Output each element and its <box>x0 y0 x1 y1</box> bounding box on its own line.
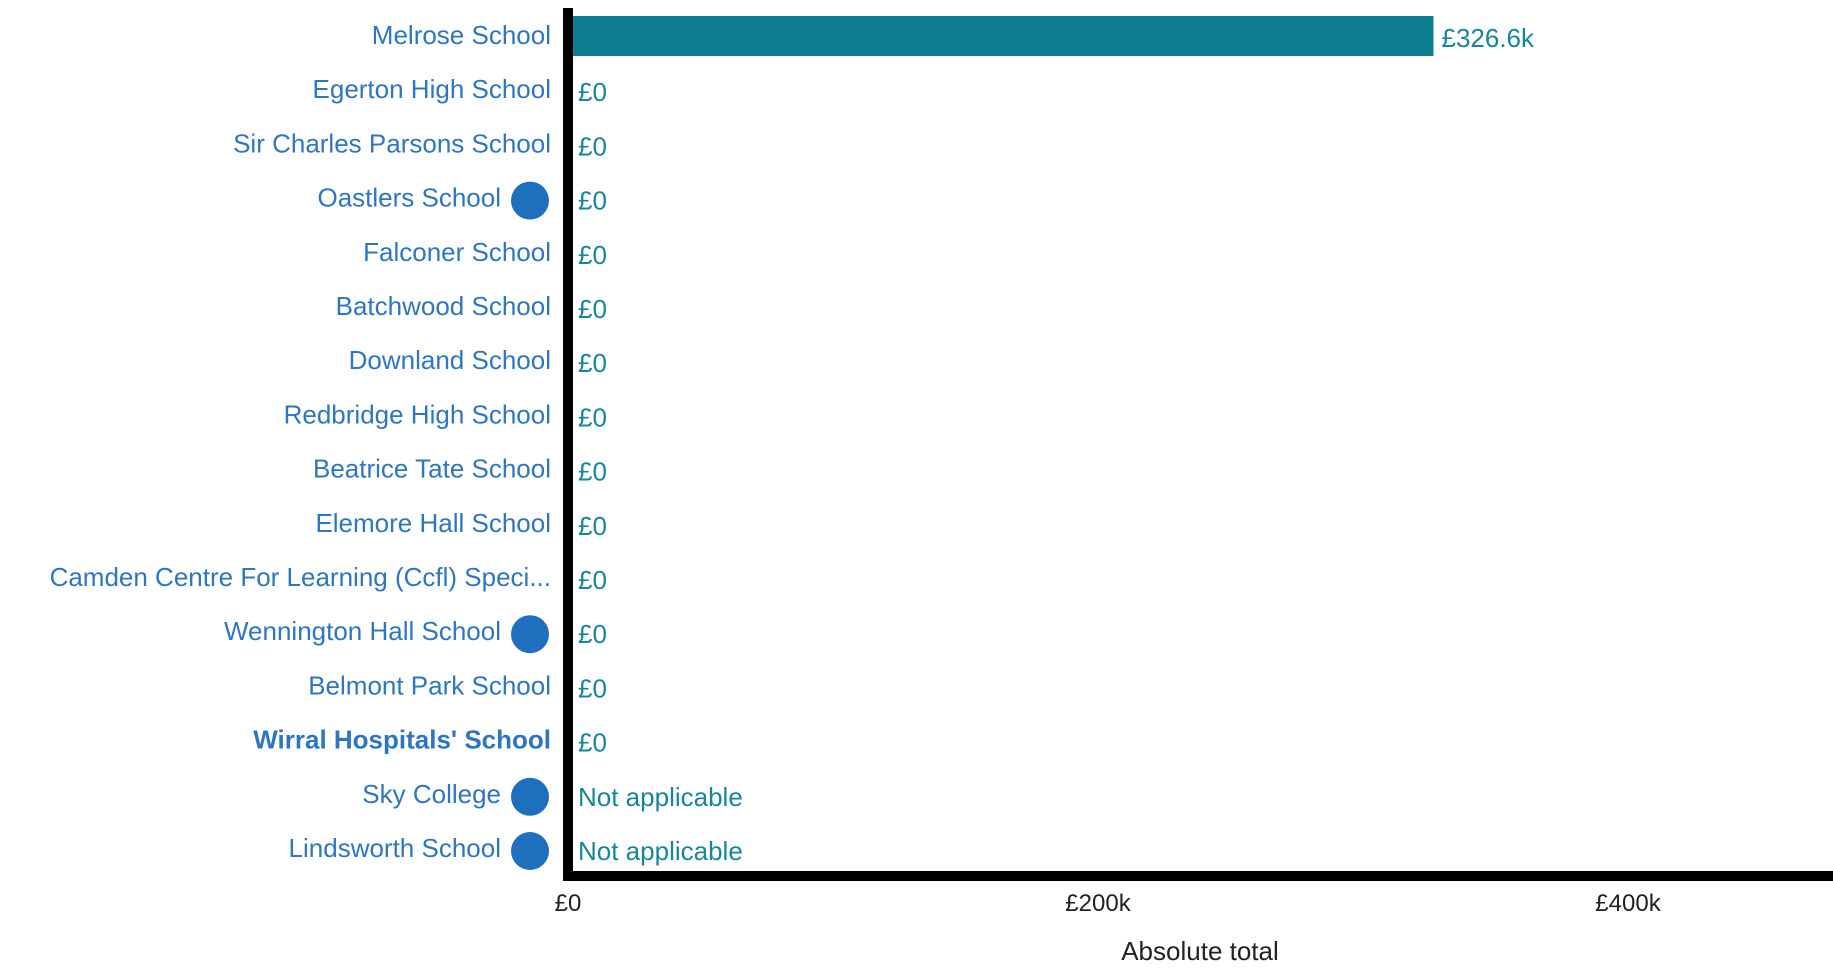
value-label-sir-charles-parsons-school: £0 <box>578 131 607 161</box>
category-label-redbridge-high-school[interactable]: Redbridge High School <box>284 399 551 429</box>
axes-layer <box>563 8 1833 881</box>
marker-dot-oastlers-school <box>511 181 549 220</box>
category-label-belmont-park-school[interactable]: Belmont Park School <box>308 670 551 700</box>
value-label-egerton-high-school: £0 <box>578 77 607 107</box>
value-label-wirral-hospitals-school: £0 <box>578 728 607 758</box>
value-label-elemore-hall-school: £0 <box>578 511 607 541</box>
markers-layer <box>511 181 549 870</box>
value-label-falconer-school: £0 <box>578 240 607 270</box>
value-label-melrose-school: £326.6k <box>1441 23 1535 53</box>
value-label-redbridge-high-school: £0 <box>578 402 607 432</box>
category-label-lindsworth-school[interactable]: Lindsworth School <box>289 833 501 863</box>
value-label-sky-college: Not applicable <box>578 782 743 812</box>
value-label-lindsworth-school: Not applicable <box>578 836 743 866</box>
category-label-wirral-hospitals-school[interactable]: Wirral Hospitals' School <box>253 725 551 755</box>
category-label-camden-centre-for-learning-ccfl-speci[interactable]: Camden Centre For Learning (Ccfl) Speci.… <box>50 562 551 592</box>
value-label-camden-centre-for-learning-ccfl-speci: £0 <box>578 565 607 595</box>
category-label-beatrice-tate-school[interactable]: Beatrice Tate School <box>313 454 551 484</box>
category-label-sir-charles-parsons-school[interactable]: Sir Charles Parsons School <box>233 128 551 158</box>
category-label-elemore-hall-school[interactable]: Elemore Hall School <box>315 508 551 538</box>
x-axis-title: Absolute total <box>1121 936 1279 966</box>
category-label-oastlers-school[interactable]: Oastlers School <box>317 183 501 213</box>
x-axis-ticks: £0 £200k £400k <box>555 890 1662 917</box>
value-label-wennington-hall-school: £0 <box>578 619 607 649</box>
value-label-downland-school: £0 <box>578 348 607 378</box>
marker-dot-wennington-hall-school <box>511 615 549 654</box>
category-label-egerton-high-school[interactable]: Egerton High School <box>313 74 551 104</box>
category-label-wennington-hall-school[interactable]: Wennington Hall School <box>224 616 501 646</box>
category-labels: Melrose School Egerton High School Sir Cha… <box>50 20 551 863</box>
x-tick-label-0: £0 <box>555 890 582 917</box>
x-tick-label-1: £200k <box>1065 890 1131 917</box>
x-tick-label-2: £400k <box>1595 890 1661 917</box>
category-label-melrose-school[interactable]: Melrose School <box>372 20 551 50</box>
marker-dot-sky-college <box>511 777 549 816</box>
category-label-downland-school[interactable]: Downland School <box>349 345 551 375</box>
category-label-falconer-school[interactable]: Falconer School <box>363 237 551 267</box>
category-label-sky-college[interactable]: Sky College <box>362 779 501 809</box>
bar-melrose-school <box>568 16 1434 56</box>
value-label-batchwood-school: £0 <box>578 294 607 324</box>
value-label-beatrice-tate-school: £0 <box>578 457 607 487</box>
marker-dot-lindsworth-school <box>511 832 549 870</box>
category-label-batchwood-school[interactable]: Batchwood School <box>336 291 551 321</box>
value-labels: £326.6k £0 £0 £0 £0 £0 £0 £0 £0 £0 £0 £0 £0 £0 Not app… <box>578 23 1535 866</box>
bars-layer <box>568 16 1434 56</box>
value-label-oastlers-school: £0 <box>578 186 607 216</box>
value-label-belmont-park-school: £0 <box>578 673 607 703</box>
